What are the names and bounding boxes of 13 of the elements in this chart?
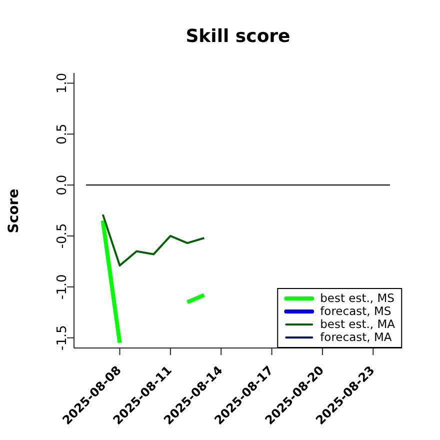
- y-tick-label: 0.5: [55, 124, 70, 144]
- y-tick-label: -1.5: [55, 325, 70, 350]
- y-tick-label: 0.0: [55, 174, 70, 196]
- chart-title: Skill score: [184, 26, 292, 47]
- y-tick-label: 1.0: [55, 72, 70, 94]
- y-tick-label: -0.5: [55, 223, 70, 249]
- legend-label: best est., MS: [320, 291, 394, 305]
- legend-label: forecast, MA: [320, 330, 392, 344]
- y-axis-title: Score: [6, 188, 22, 233]
- line-series: [102, 214, 206, 266]
- legend-label: forecast, MS: [320, 304, 392, 318]
- legend-label: best est., MA: [320, 317, 395, 331]
- y-tick-label: -1.0: [55, 274, 70, 300]
